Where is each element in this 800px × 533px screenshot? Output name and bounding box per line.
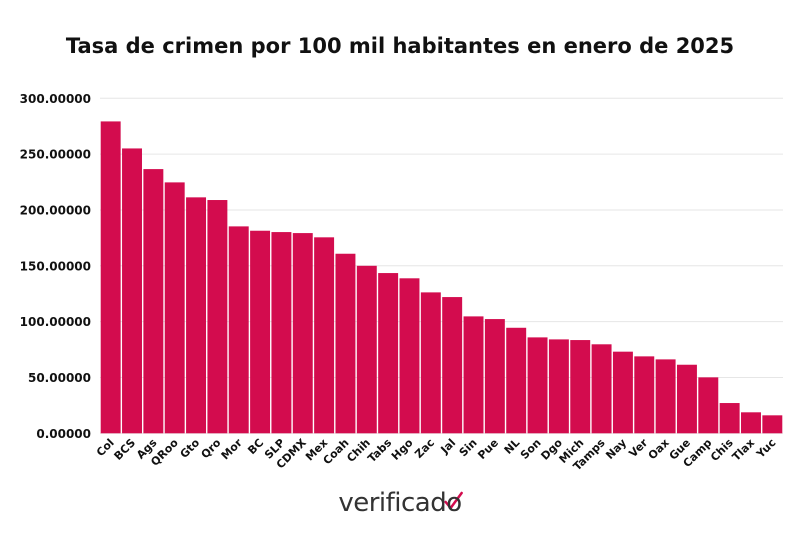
x-tick-label: BCS xyxy=(112,436,139,463)
bar xyxy=(719,403,740,434)
bar xyxy=(228,226,249,434)
y-tick-label: 150.00000 xyxy=(20,259,91,273)
x-tick-label: Nay xyxy=(603,436,629,462)
x-tick-label: Hgo xyxy=(389,436,416,463)
y-tick-label: 300.00000 xyxy=(20,92,91,106)
y-tick-label: 0.00000 xyxy=(36,427,91,441)
bar xyxy=(207,200,228,434)
x-tick-label: Sin xyxy=(457,436,480,459)
bar xyxy=(698,377,719,434)
bar xyxy=(420,292,441,434)
bar xyxy=(570,340,591,434)
y-tick-label: 250.00000 xyxy=(20,148,91,162)
bar xyxy=(186,197,207,434)
bar xyxy=(250,230,271,434)
x-tick-label: Tlax xyxy=(730,436,757,463)
bar xyxy=(442,297,463,434)
x-tick-label: Zac xyxy=(412,436,437,461)
check-mark-icon xyxy=(444,491,463,511)
logo-text: verificado xyxy=(338,488,462,518)
bar xyxy=(335,253,356,434)
y-tick-label: 100.00000 xyxy=(20,315,91,329)
bar xyxy=(399,278,420,434)
chart-title: Tasa de crimen por 100 mil habitantes en… xyxy=(65,34,735,58)
x-tick-label: Tabs xyxy=(365,436,394,465)
bar xyxy=(676,364,697,434)
x-tick-label: Mor xyxy=(219,436,246,463)
bar xyxy=(484,319,505,434)
bar xyxy=(292,233,313,434)
y-tick-label: 200.00000 xyxy=(20,203,91,217)
bar xyxy=(100,121,121,434)
bar xyxy=(762,415,783,434)
x-tick-label: Oax xyxy=(646,436,672,462)
x-tick-label: Pue xyxy=(475,436,501,462)
bar xyxy=(143,169,164,434)
bar xyxy=(655,359,676,434)
x-tick-label: Yuc xyxy=(753,436,778,461)
bar xyxy=(314,237,335,434)
y-tick-label: 50.00000 xyxy=(28,371,91,385)
bar xyxy=(612,351,633,434)
x-tick-label: Chis xyxy=(708,436,736,464)
bar xyxy=(591,344,612,434)
bar xyxy=(463,316,484,434)
bar xyxy=(356,265,377,434)
bar xyxy=(548,339,569,434)
bar xyxy=(634,356,655,434)
bar xyxy=(506,327,527,434)
bar xyxy=(527,337,548,434)
bar xyxy=(164,182,185,434)
bar xyxy=(271,232,292,434)
bar xyxy=(741,412,761,434)
x-tick-label: Qro xyxy=(199,436,224,461)
bar xyxy=(122,148,142,434)
x-tick-label: Gto xyxy=(178,436,203,461)
bar xyxy=(378,273,399,434)
x-tick-label: Jal xyxy=(438,436,459,457)
x-tick-label: Ver xyxy=(626,436,650,460)
x-tick-label: Son xyxy=(518,436,544,462)
verificado-logo: verificado xyxy=(0,488,800,518)
